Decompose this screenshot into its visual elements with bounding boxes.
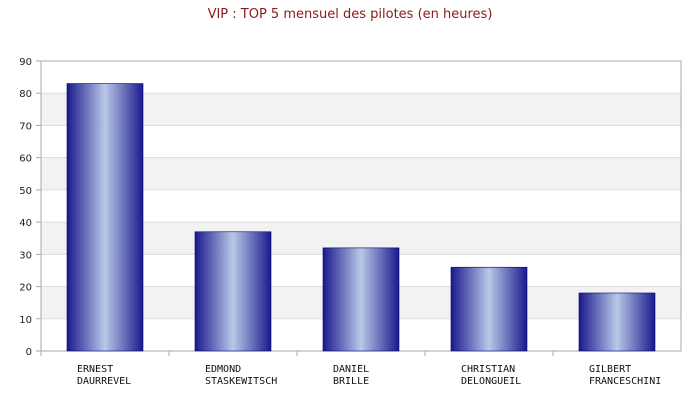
grid-band	[41, 157, 681, 190]
y-tick-label: 90	[19, 57, 32, 68]
x-category-label: STASKEWITSCH	[205, 376, 277, 387]
bar	[322, 247, 400, 352]
grid-band	[41, 189, 681, 223]
bar	[450, 266, 528, 352]
x-category-label: ERNEST	[77, 364, 113, 375]
y-tick-label: 80	[19, 89, 32, 100]
x-category-label: CHRISTIAN	[461, 364, 515, 375]
grid-band	[41, 61, 681, 94]
y-tick-label: 50	[19, 186, 32, 197]
y-tick-label: 60	[19, 154, 32, 165]
bar	[578, 292, 656, 352]
background-bands	[41, 61, 681, 351]
y-tick-label: 30	[19, 250, 32, 261]
chart-title: VIP : TOP 5 mensuel des pilotes (en heur…	[208, 7, 493, 22]
x-category-label: DAURREVEL	[77, 376, 131, 387]
y-tick-label: 70	[19, 121, 32, 132]
bar	[66, 83, 144, 352]
x-category-label: FRANCESCHINI	[589, 376, 661, 387]
x-category-label: GILBERT	[589, 364, 631, 375]
y-tick-label: 20	[19, 283, 32, 294]
y-tick-label: 40	[19, 218, 32, 229]
grid-band	[41, 125, 681, 158]
grid-band	[41, 93, 681, 126]
bars	[66, 83, 656, 352]
y-axis-tick-labels: 0 10 20 30 40 50 60 70 80 90	[19, 57, 32, 358]
x-category-label: DANIEL	[333, 364, 369, 375]
bar	[194, 231, 272, 352]
y-tick-label: 0	[26, 347, 32, 358]
y-tick-label: 10	[19, 315, 32, 326]
x-category-label: DELONGUEIL	[461, 376, 521, 387]
x-category-label: EDMOND	[205, 364, 241, 375]
x-category-label: BRILLE	[333, 376, 369, 387]
